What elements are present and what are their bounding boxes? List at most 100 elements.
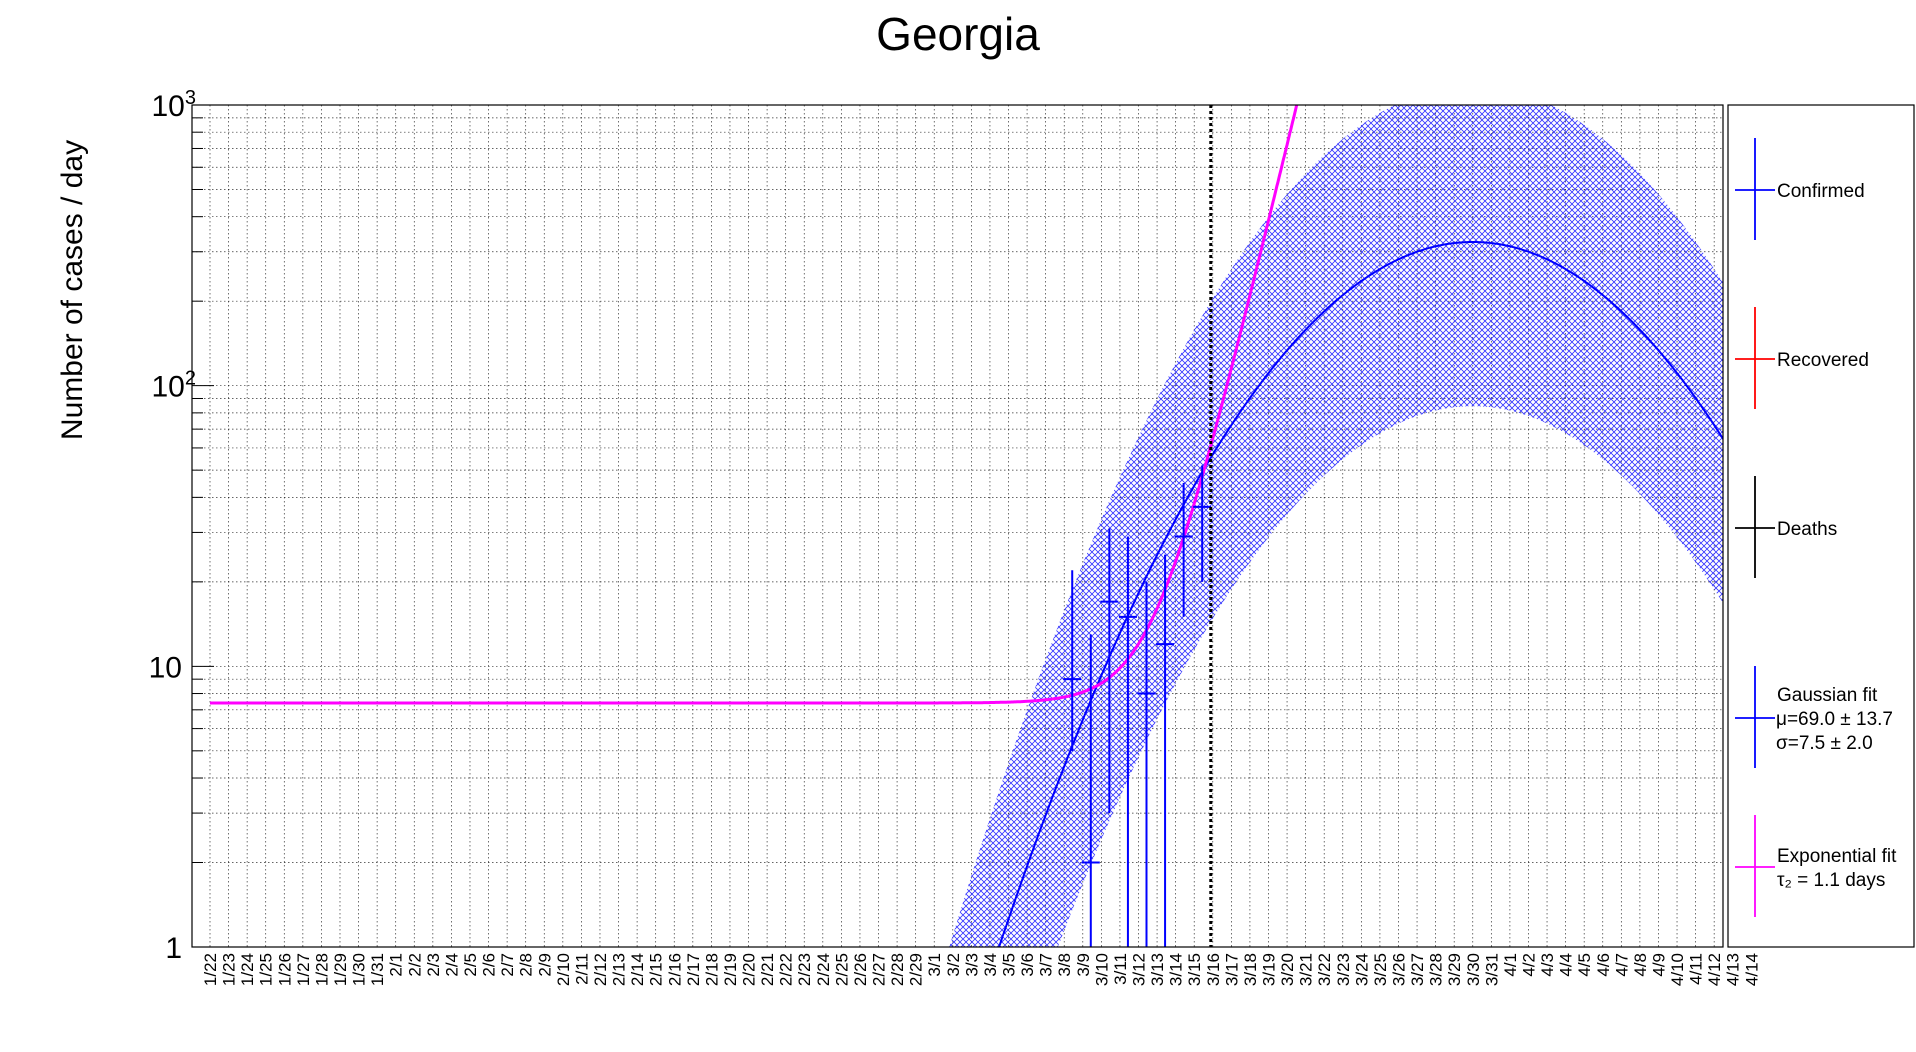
x-tick-label: 1/29: [331, 953, 350, 986]
x-tick-label: 3/22: [1315, 953, 1334, 986]
legend-label: Recovered: [1777, 350, 1869, 371]
x-tick-label: 2/25: [832, 953, 851, 986]
x-tick-label: 2/8: [517, 953, 536, 977]
plot-frame: [191, 104, 1724, 948]
x-tick-label: 3/23: [1334, 953, 1353, 986]
y-tick-label: 102: [152, 368, 197, 404]
confirmed-point: [1174, 482, 1193, 617]
x-tick-label: 3/1: [925, 953, 944, 977]
x-tick-label: 3/18: [1241, 953, 1260, 986]
y-tick-labels: 1 10 102 103: [149, 87, 196, 965]
x-tick-label: 2/13: [610, 953, 629, 986]
x-tick-label: 1/27: [294, 953, 313, 986]
x-tick-label: 3/31: [1482, 953, 1501, 986]
x-tick-label: 1/25: [257, 953, 276, 986]
gaussian-fit-curve: [997, 241, 1723, 947]
x-tick-label: 3/21: [1297, 953, 1316, 986]
x-tick-label: 4/14: [1742, 953, 1761, 986]
x-tick-label: 1/28: [312, 953, 331, 986]
x-tick-label: 1/22: [201, 953, 220, 986]
x-tick-label: 2/22: [777, 953, 796, 986]
x-tick-label: 3/20: [1278, 953, 1297, 986]
x-tick-label: 3/29: [1445, 953, 1464, 986]
x-tick-label: 4/1: [1501, 953, 1520, 977]
x-tick-label: 4/3: [1538, 953, 1557, 977]
x-tick-label: 1/26: [275, 953, 294, 986]
legend-label: μ=69.0 ± 13.7: [1776, 709, 1893, 730]
legend-entry: Recovered: [1735, 307, 1869, 409]
chart-title: Georgia: [876, 8, 1040, 60]
x-tick-label: 2/15: [647, 953, 666, 986]
confirmed-points: [1063, 465, 1212, 947]
x-tick-label: 2/6: [480, 953, 499, 977]
x-tick-label: 2/12: [591, 953, 610, 986]
confirmed-point: [1100, 528, 1119, 814]
x-tick-label: 3/14: [1167, 953, 1186, 986]
x-tick-label: 2/1: [387, 953, 406, 977]
legend-entry: Confirmed: [1735, 138, 1865, 240]
x-tick-label: 3/2: [944, 953, 963, 977]
confirmed-point: [1081, 634, 1100, 947]
x-tick-label: 3/27: [1408, 953, 1427, 986]
x-tick-label: 3/10: [1092, 953, 1111, 986]
x-tick-label: 1/23: [220, 953, 239, 986]
x-tick-label: 2/5: [461, 953, 480, 977]
x-tick-label: 2/17: [684, 953, 703, 986]
x-tick-label: 3/28: [1427, 953, 1446, 986]
x-tick-label: 3/6: [1018, 953, 1037, 977]
legend-entry: Gaussian fit μ=69.0 ± 13.7 σ=7.5 ± 2.0: [1735, 666, 1893, 768]
x-tick-label: 2/26: [851, 953, 870, 986]
x-tick-label: 4/13: [1724, 953, 1743, 986]
fit-curves: [210, 105, 1723, 947]
legend-label: Deaths: [1777, 519, 1837, 540]
x-tick-label: 3/13: [1148, 953, 1167, 986]
x-tick-label: 4/10: [1668, 953, 1687, 986]
gaussian-fit-band-area: [949, 105, 1723, 947]
x-tick-label: 2/10: [554, 953, 573, 986]
legend-label: Gaussian fit: [1777, 685, 1878, 706]
x-tick-label: 2/16: [665, 953, 684, 986]
x-tick-label: 2/3: [424, 953, 443, 977]
x-tick-label: 4/5: [1575, 953, 1594, 977]
confirmed-point: [1063, 570, 1082, 751]
x-tick-label: 4/2: [1520, 953, 1539, 977]
x-tick-label: 3/3: [962, 953, 981, 977]
exponential-fit-curve: [210, 105, 1299, 705]
x-tick-label: 2/27: [870, 953, 889, 986]
x-tick-label: 3/9: [1074, 953, 1093, 977]
x-tick-label: 4/9: [1650, 953, 1669, 977]
axes: [191, 104, 1724, 948]
x-tick-label: 3/11: [1111, 953, 1130, 985]
x-tick-label: 3/26: [1390, 953, 1409, 986]
x-tick-label: 4/11: [1687, 953, 1706, 985]
y-axis-title: Number of cases / day: [56, 140, 89, 440]
x-tick-label: 3/30: [1464, 953, 1483, 986]
y-tick-label: 103: [152, 87, 197, 123]
legend-label: Exponential fit: [1777, 846, 1897, 867]
x-tick-label: 3/5: [1000, 953, 1019, 977]
x-tick-label: 2/20: [740, 953, 759, 986]
legend-entry: Exponential fit τ₂ = 1.1 days: [1735, 815, 1897, 917]
x-tick-label: 2/2: [405, 953, 424, 977]
x-tick-label: 3/24: [1352, 953, 1371, 986]
x-tick-label: 2/19: [721, 953, 740, 986]
x-tick-label: 2/29: [907, 953, 926, 986]
x-tick-label: 2/7: [498, 953, 517, 977]
confirmed-point: [1137, 581, 1156, 947]
legend-box: [1727, 104, 1915, 948]
y-tick-label: 10: [149, 651, 182, 684]
x-tick-label: 2/24: [814, 953, 833, 986]
x-tick-label: 2/28: [888, 953, 907, 986]
x-tick-labels: 1/22 1/23 1/24 1/25 1/26 1/27 1/28 1/29 1/30 1/31…: [201, 953, 1761, 986]
x-tick-label: 4/4: [1557, 953, 1576, 977]
x-tick-label: 2/14: [628, 953, 647, 986]
x-tick-label: 3/4: [981, 953, 1000, 977]
x-tick-label: 4/7: [1612, 953, 1631, 977]
x-tick-label: 3/12: [1130, 953, 1149, 986]
y-tick-label: 1: [165, 932, 182, 965]
x-tick-label: 2/18: [702, 953, 721, 986]
x-tick-label: 1/30: [350, 953, 369, 986]
confirmed-point: [1118, 536, 1137, 947]
legend-label: Confirmed: [1777, 181, 1865, 202]
